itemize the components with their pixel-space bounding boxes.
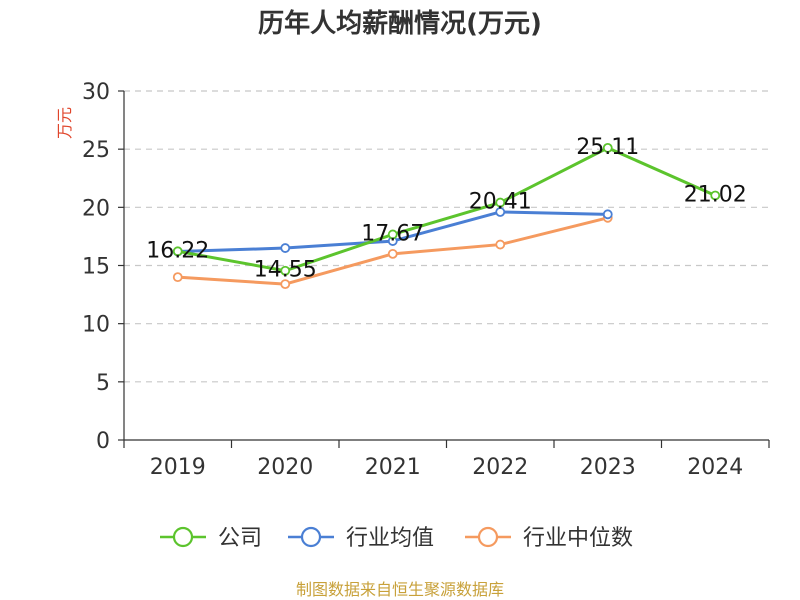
y-tick-label: 5 <box>96 371 110 396</box>
y-tick-label: 25 <box>82 138 110 163</box>
data-point <box>387 229 398 240</box>
x-tick-label: 2021 <box>365 455 421 480</box>
x-tick-label: 2024 <box>687 455 743 480</box>
legend-label: 公司 <box>218 526 262 551</box>
data-point <box>280 243 291 253</box>
data-label: 20.41 <box>469 190 532 215</box>
x-tick-label: 2020 <box>257 455 313 480</box>
chart-title: 历年人均薪酬情况(万元) <box>258 8 542 39</box>
legend-label: 行业中位数 <box>523 526 633 551</box>
data-label: 14.55 <box>254 258 317 283</box>
data-labels: 16.22 14.55 17.67 20.41 25.11 21.02 <box>146 135 746 283</box>
legend-marker <box>477 526 499 548</box>
data-point <box>710 190 721 201</box>
source-note: 制图数据来自恒生聚源数据库 <box>296 580 504 599</box>
y-tick-label: 30 <box>82 80 110 105</box>
data-point <box>280 265 291 276</box>
y-axis-label: 万元 <box>55 107 74 139</box>
grid-lines <box>124 90 769 383</box>
data-point <box>602 209 613 220</box>
data-point <box>495 207 506 217</box>
legend: 公司 行业均值 行业中位数 <box>160 526 633 551</box>
data-point <box>387 248 398 259</box>
x-tick-label: 2022 <box>472 455 528 480</box>
series-layer <box>172 142 721 290</box>
y-tick-label: 15 <box>82 255 110 280</box>
data-label: 21.02 <box>684 182 747 207</box>
data-label: 16.22 <box>146 238 209 263</box>
axes: 0 5 10 15 20 25 30 2019 2020 2021 2022 2023 2024 <box>82 80 770 480</box>
data-point <box>280 279 291 290</box>
data-point <box>172 246 183 257</box>
data-label: 17.67 <box>361 221 424 246</box>
series-line-0 <box>177 146 716 273</box>
x-tick-label: 2019 <box>150 455 206 480</box>
x-tick-label: 2023 <box>580 455 636 480</box>
legend-label: 行业均值 <box>346 526 434 551</box>
data-point <box>602 142 613 153</box>
y-tick-label: 20 <box>82 196 110 221</box>
data-point <box>495 197 506 208</box>
y-tick-label: 10 <box>82 313 110 338</box>
legend-marker <box>300 526 322 548</box>
data-point <box>172 272 183 283</box>
data-point <box>495 239 506 250</box>
legend-marker <box>172 526 194 548</box>
y-tick-label: 0 <box>96 429 110 454</box>
data-label: 25.11 <box>576 135 639 160</box>
